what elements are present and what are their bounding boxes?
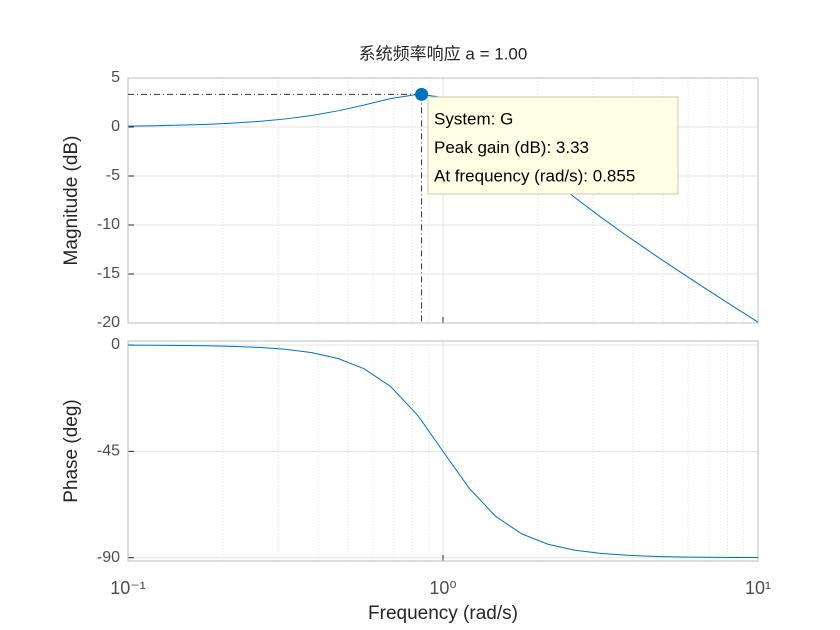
x-tick-label: 10⁰ (429, 578, 456, 598)
datatip-text: At frequency (rad/s): 0.855 (434, 166, 635, 185)
series-line (127, 93, 759, 323)
datatip-text: Peak gain (dB): 3.33 (434, 138, 589, 157)
y-axis-label: Phase (deg) (61, 399, 82, 503)
axes-box (127, 77, 759, 324)
datatip: System: G Peak gain (dB): 3.33 At frequenc… (427, 96, 679, 195)
y-axis-label: Magnitude (dB) (61, 136, 82, 266)
y-tick-label: 0 (111, 336, 120, 353)
y-tick-label: -90 (97, 549, 120, 566)
y-tick-label: 5 (111, 69, 120, 86)
datatip-text: System: G (434, 109, 513, 128)
y-tick-label: -15 (97, 265, 120, 282)
x-axis-label: Frequency (rad/s) (368, 603, 518, 624)
y-tick-label: 0 (111, 118, 120, 135)
y-tick-label: -10 (97, 216, 120, 233)
y-tick-label: -20 (97, 314, 120, 331)
axes-box (127, 340, 759, 562)
chart-title: 系统频率响应 a = 1.00 (359, 44, 528, 63)
series-line (127, 344, 759, 559)
x-tick-label: 10¹ (745, 578, 771, 598)
x-tick-label: 10⁻¹ (110, 578, 146, 598)
y-tick-label: -45 (97, 443, 120, 460)
datatip-box (427, 96, 679, 195)
y-tick-label: -5 (106, 167, 120, 184)
datatip-marker (415, 87, 429, 101)
